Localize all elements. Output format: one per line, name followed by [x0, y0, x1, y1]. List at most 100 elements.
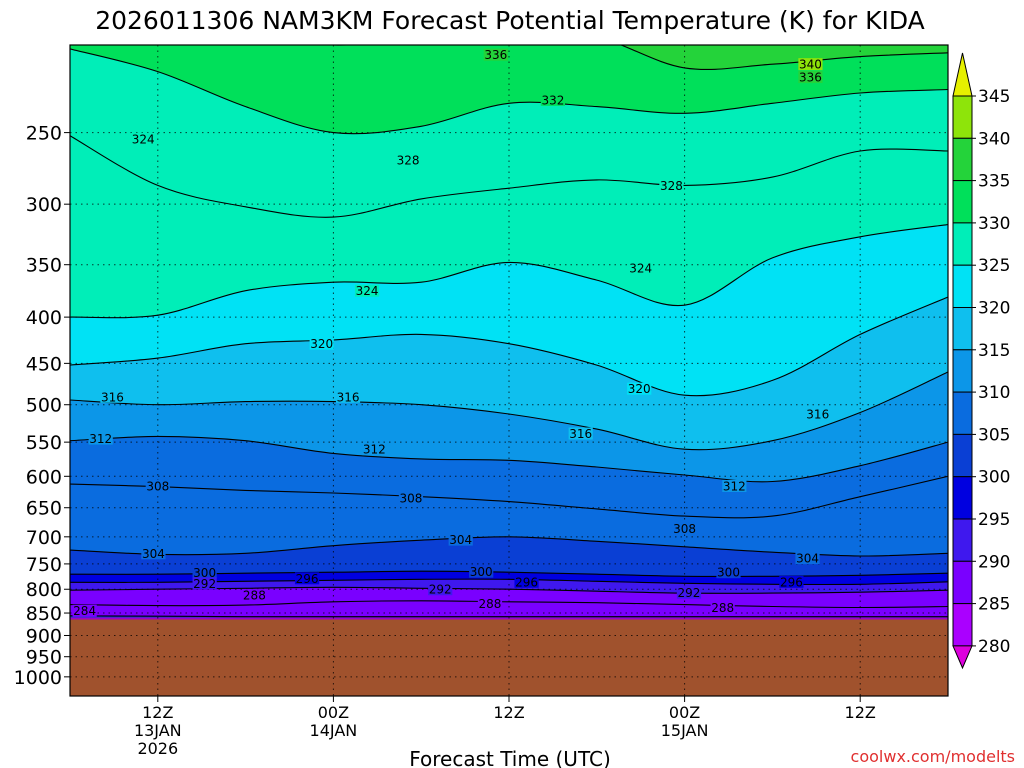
y-tick-label: 350: [26, 255, 62, 277]
contour-label: 292: [429, 583, 452, 597]
colorbar-label: 300: [978, 468, 1010, 488]
contour-label: 312: [723, 479, 746, 493]
contour-label: 296: [780, 575, 803, 589]
colorbar-segment: [952, 264, 973, 309]
x-tick-label: 12Z: [845, 703, 876, 722]
contour-label-bg: [72, 604, 97, 617]
isentrope-320: [70, 296, 948, 397]
x-axis-label: Forecast Time (UTC): [409, 747, 611, 768]
contour-label: 300: [193, 566, 216, 580]
y-tick-label: 250: [26, 123, 62, 145]
contour-label-bg: [192, 577, 217, 590]
colorbar-segment: [952, 476, 973, 520]
colorbar-label: 305: [978, 425, 1010, 445]
contour-label: 312: [89, 432, 112, 446]
y-tick-label: 950: [26, 647, 62, 669]
colorbar-label: 295: [978, 510, 1010, 530]
colorbar-segment: [952, 222, 973, 266]
y-tick-label: 700: [26, 527, 62, 549]
contour-label-bg: [540, 93, 565, 106]
contour-label: 288: [243, 589, 266, 603]
contour-label-bg: [710, 601, 735, 614]
contour-label-bg: [141, 547, 166, 560]
colorbar-label: 330: [978, 214, 1010, 234]
contour-label: 304: [449, 533, 472, 547]
y-tick-label: 600: [26, 466, 62, 488]
colorbar-label: 340: [978, 129, 1010, 149]
contour-label-bg: [242, 589, 267, 602]
isentrope-284: [70, 615, 948, 618]
contour-label-bg: [448, 533, 473, 546]
y-tick-label: 750: [26, 554, 62, 576]
colorbar-segment: [952, 95, 973, 139]
isentrope-324: [70, 224, 948, 319]
y-tick-label: 300: [26, 194, 62, 216]
contour-label: 296: [515, 575, 538, 589]
contour-label: 292: [678, 586, 701, 600]
contour-label: 296: [296, 572, 319, 586]
x-tick-label: 12Z: [142, 703, 173, 722]
contour-label: 312: [363, 443, 386, 457]
contour-label-bg: [100, 390, 125, 403]
y-axis: 2503003504004505005506006507007508008509…: [14, 123, 70, 689]
y-tick-label: 850: [26, 603, 62, 625]
contour-label-bg: [672, 522, 697, 535]
contour-label-bg: [88, 432, 113, 445]
colorbar-label: 345: [978, 87, 1010, 107]
credit-link[interactable]: coolwx.com/modelts: [851, 747, 1015, 766]
colorbar: 280 285 290 295 300 305 310 315 320 325 330 335 340 3…: [952, 52, 1010, 670]
contour-label-bg: [362, 443, 387, 456]
y-tick-label: 400: [26, 307, 62, 329]
terrain: [70, 618, 948, 696]
colorbar-label: 335: [978, 172, 1010, 192]
contour-label-bg: [514, 575, 539, 588]
y-tick-label: 650: [26, 498, 62, 520]
contour-label: 288: [711, 601, 734, 615]
colorbar-label: 290: [978, 552, 1010, 572]
y-tick-label: 550: [26, 432, 62, 454]
contour-label: 332: [541, 93, 564, 107]
colorbar-label: 280: [978, 637, 1010, 657]
x-tick-label: 2026: [137, 739, 178, 758]
colorbar-segment: [952, 518, 973, 562]
contour-label: 316: [337, 390, 360, 404]
contour-label: 336: [799, 71, 822, 85]
contour-label: 288: [479, 597, 502, 611]
y-tick-label: 1000: [14, 667, 62, 689]
contour-label-bg: [309, 337, 334, 350]
y-tick-label: 450: [26, 353, 62, 375]
colorbar-segment: [952, 307, 973, 351]
contour-label-bg: [483, 48, 508, 61]
x-tick-label: 13JAN: [134, 721, 182, 740]
colorbar-label: 315: [978, 341, 1010, 361]
contour-label: 284: [73, 604, 96, 618]
contour-label-bg: [131, 132, 156, 145]
contour-label-bg: [335, 390, 361, 403]
contour-label: 320: [310, 337, 333, 351]
contour-label: 308: [400, 491, 423, 505]
contour-label: 292: [193, 577, 216, 591]
colorbar-label: 320: [978, 299, 1010, 319]
terrain-group: [70, 617, 948, 696]
contour-label-bg: [779, 575, 804, 588]
x-tick-label: 15JAN: [661, 721, 709, 740]
isentrope-312: [70, 435, 948, 483]
contour-label: 316: [569, 427, 592, 441]
x-tick-label: 00Z: [318, 703, 349, 722]
contour-label: 304: [142, 547, 165, 561]
contour-label-bg: [294, 572, 320, 585]
contour-label-bg: [805, 408, 830, 421]
colorbar-segment: [952, 433, 973, 478]
contour-label-bg: [676, 586, 702, 599]
contour-label-bg: [798, 58, 823, 71]
contour-label-bg: [428, 583, 453, 596]
contour-label: 324: [132, 132, 155, 146]
isentrope-292: [70, 586, 948, 594]
contour-label: 320: [628, 382, 651, 396]
contour-label-bg: [722, 479, 747, 492]
contour-label-bg: [192, 566, 217, 579]
contour-label: 316: [806, 408, 829, 422]
